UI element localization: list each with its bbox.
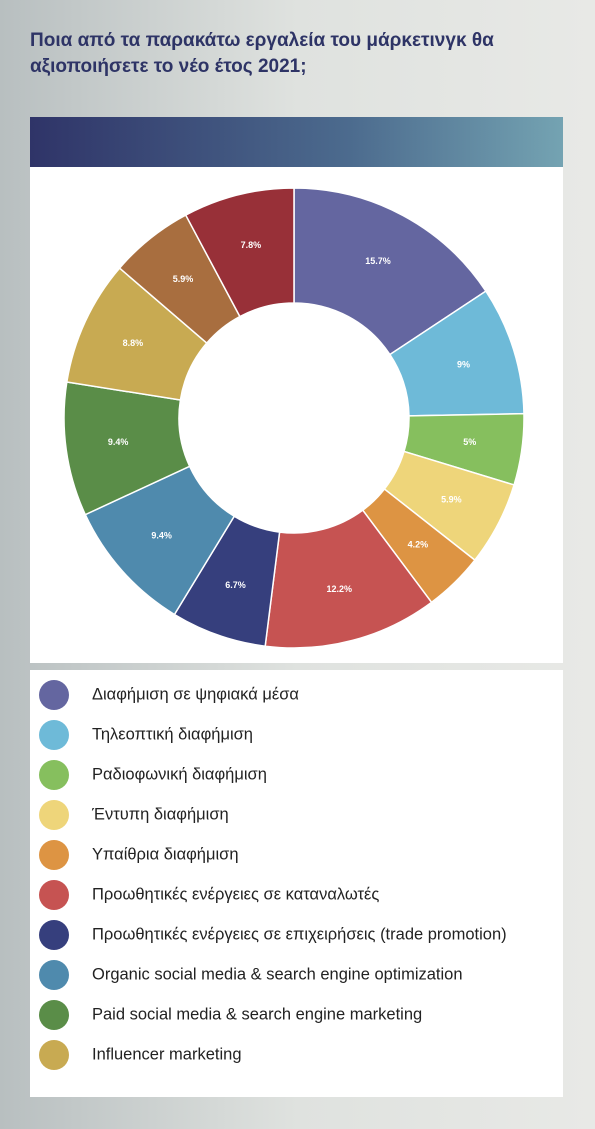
data-label: 9.4%	[151, 531, 172, 541]
data-label: 7.8%	[241, 240, 262, 250]
chart-title: Ποια από τα παρακάτω εργαλεία του μάρκετ…	[30, 30, 494, 77]
legend-label: Τηλεοπτική διαφήμιση	[92, 725, 253, 743]
legend-swatch	[39, 840, 69, 870]
legend-label: Προωθητικές ενέργειες σε επιχειρήσεις (t…	[92, 925, 507, 943]
legend-swatch	[39, 960, 69, 990]
chart: 15.7% 9% 5% 5.9% 4.2% 12.2% 6.7% 9.4% 9.4% 8.8% 5.…	[30, 167, 563, 663]
legend-label: Ραδιοφωνική διαφήμιση	[92, 765, 267, 783]
donut-segment	[184, 187, 295, 318]
data-label: 9.4%	[108, 437, 129, 447]
legend-label: Υπαίθρια διαφήμιση	[92, 845, 239, 863]
data-label: 6.7%	[225, 580, 246, 590]
legend-swatch	[39, 720, 69, 750]
data-label: 12.2%	[326, 584, 352, 594]
legend-label: Διαφήμιση σε ψηφιακά μέσα	[92, 685, 299, 703]
legend-swatch	[39, 1040, 69, 1070]
legend-swatch	[39, 760, 69, 790]
legend-label: Paid social media & search engine market…	[92, 1005, 422, 1023]
data-label: 9%	[457, 360, 470, 370]
legend-label: Προωθητικές ενέργειες σε καταναλωτές	[92, 885, 379, 903]
legend-swatch	[39, 680, 69, 710]
data-label: 5%	[463, 437, 476, 447]
data-label: 4.2%	[408, 539, 429, 549]
data-label: 15.7%	[365, 256, 391, 266]
data-label: 8.8%	[123, 338, 144, 348]
legend-swatch	[39, 1000, 69, 1030]
legend-label: Organic social media & search engine opt…	[92, 965, 463, 983]
data-label: 5.9%	[441, 494, 462, 504]
legend-swatch	[39, 920, 69, 950]
data-label: 5.9%	[173, 274, 194, 284]
banner	[30, 117, 563, 167]
donut-segment	[293, 187, 487, 356]
legend-label: Influencer marketing	[92, 1045, 242, 1063]
legend: Διαφήμιση σε ψηφιακά μέσα Τηλεοπτική διαφ…	[30, 670, 563, 1097]
legend-swatch	[39, 800, 69, 830]
legend-label: Έντυπη διαφήμιση	[91, 805, 229, 823]
legend-swatch	[39, 880, 69, 910]
